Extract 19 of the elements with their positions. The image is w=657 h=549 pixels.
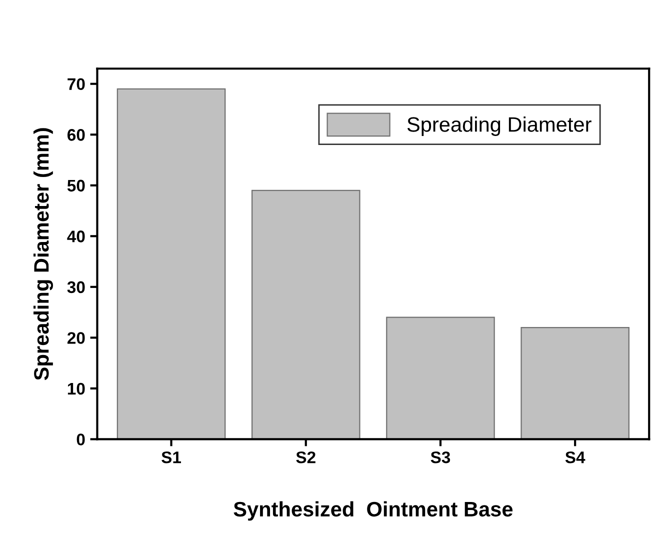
y-tick-label: 0	[76, 434, 85, 446]
bar	[251, 190, 360, 440]
y-tick-label: 70	[68, 78, 85, 90]
legend-label: Spreading Diameter	[407, 116, 592, 136]
y-tick-label: 60	[68, 129, 85, 141]
y-axis-title: Spreading Diameter (mm)	[33, 128, 54, 380]
y-tick-label: 30	[67, 281, 85, 294]
bar	[116, 88, 226, 440]
bar	[520, 326, 630, 440]
x-tick-label: S4	[565, 451, 586, 464]
y-tick-label: 50	[67, 180, 85, 192]
y-tick-label: 20	[67, 332, 85, 344]
x-tick-label: S1	[162, 451, 181, 464]
y-tick-label: 10	[68, 382, 85, 395]
x-axis-title: Synthesized Ointment Base	[234, 501, 513, 521]
x-tick-label: S3	[430, 451, 450, 464]
bar	[386, 316, 495, 440]
x-tick-label: S2	[296, 451, 316, 464]
y-tick-label: 40	[67, 230, 85, 242]
